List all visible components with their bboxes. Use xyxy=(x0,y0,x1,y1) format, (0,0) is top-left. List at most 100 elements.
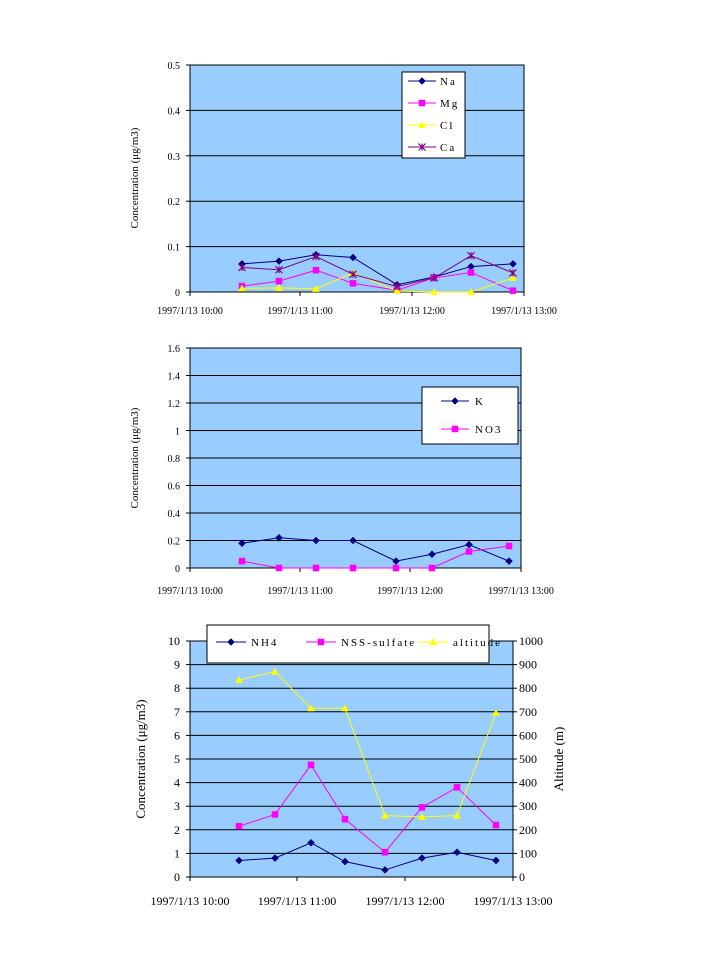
series-line xyxy=(241,272,514,293)
data-point xyxy=(509,273,517,281)
x-tick-label: 1997/1/13 12:00 xyxy=(379,306,445,317)
legend-marker xyxy=(451,397,459,405)
data-point xyxy=(271,854,279,862)
legend-label: Na xyxy=(440,76,457,88)
series-line xyxy=(241,255,514,288)
x-tick-label: 1997/1/13 13:00 xyxy=(491,306,557,317)
data-point xyxy=(465,540,473,549)
series-line xyxy=(241,545,510,569)
data-point xyxy=(238,539,246,548)
data-point xyxy=(238,284,246,292)
series-line xyxy=(241,254,514,286)
data-point xyxy=(393,282,401,291)
x-tick-label: 1997/1/13 12:00 xyxy=(365,894,444,908)
y-tick-label: 0.5 xyxy=(168,61,181,72)
y-tick-label: 1.2 xyxy=(168,399,181,410)
series-no3 xyxy=(238,542,513,572)
data-point xyxy=(428,550,436,559)
data-point xyxy=(275,564,283,572)
legend-marker xyxy=(227,638,235,646)
legend-marker xyxy=(317,638,325,646)
data-point xyxy=(418,854,426,862)
data-point xyxy=(492,708,500,717)
legend: Na Mg Cl Ca xyxy=(401,71,466,159)
x-tick-label: 1997/1/13 10:00 xyxy=(157,306,223,317)
legend-label: K xyxy=(475,396,485,408)
series-ca xyxy=(238,251,517,291)
legend-label: NSS-sulfate xyxy=(341,637,416,649)
data-point xyxy=(430,287,438,296)
y-tick-label: 0.1 xyxy=(168,243,181,254)
y-tick-label: 0.4 xyxy=(168,509,181,520)
y-axis-label: Concentration (μg/m3) xyxy=(129,127,141,228)
y2-tick-label: 1000 xyxy=(519,634,543,648)
series-line xyxy=(241,269,514,292)
y2-tick-label: 700 xyxy=(519,705,537,719)
series-line xyxy=(238,671,497,818)
legend-label: NH4 xyxy=(251,637,278,649)
data-point xyxy=(467,269,475,276)
legend-marker xyxy=(418,143,426,151)
y2-tick-label: 500 xyxy=(519,752,537,766)
legend-marker xyxy=(418,120,426,129)
y-tick-label: 10 xyxy=(168,634,180,648)
data-point xyxy=(238,557,246,565)
y-tick-label: 0.8 xyxy=(168,454,181,465)
legend-label: altitude xyxy=(453,637,502,649)
series-line xyxy=(238,764,497,853)
y-tick-label: 8 xyxy=(174,681,180,695)
data-point xyxy=(467,251,475,260)
series-cl xyxy=(238,268,517,296)
legend-marker xyxy=(429,637,437,646)
data-point xyxy=(238,263,246,272)
data-point xyxy=(235,856,243,865)
data-point xyxy=(349,253,357,262)
y-tick-label: 0.2 xyxy=(168,537,181,548)
data-point xyxy=(312,536,320,545)
data-point xyxy=(312,252,320,261)
y-tick-label: 7 xyxy=(174,705,180,719)
y-tick-label: 3 xyxy=(174,799,180,813)
series-nh4 xyxy=(235,838,500,874)
data-point xyxy=(509,269,517,277)
data-point xyxy=(349,270,357,279)
legend: NH4 NSS-sulfate altitude xyxy=(206,624,502,664)
y-axis-label: Concentration (μg/m3) xyxy=(129,407,141,508)
data-point xyxy=(275,277,283,285)
x-tick-label: 1997/1/13 10:00 xyxy=(157,586,223,597)
x-tick-label: 1997/1/13 11:00 xyxy=(267,306,332,317)
data-point xyxy=(271,667,279,675)
plot-area xyxy=(189,64,525,293)
data-point xyxy=(492,821,500,829)
y-tick-label: 0.4 xyxy=(168,106,181,117)
series-k xyxy=(238,533,513,565)
data-point xyxy=(349,280,357,287)
data-point xyxy=(381,848,389,856)
data-point xyxy=(392,557,400,565)
data-point xyxy=(275,283,283,291)
legend-label: Cl xyxy=(440,120,454,132)
y-tick-label: 4 xyxy=(174,776,180,790)
data-point xyxy=(341,704,349,712)
data-point xyxy=(349,536,357,545)
x-tick-label: 1997/1/13 13:00 xyxy=(473,894,552,908)
data-point xyxy=(418,804,426,811)
legend: K NO3 xyxy=(421,386,519,445)
data-point xyxy=(505,557,513,565)
data-point xyxy=(465,548,473,555)
y2-tick-label: 900 xyxy=(519,658,537,672)
legend-box xyxy=(401,71,466,159)
y2-tick-label: 0 xyxy=(519,870,525,884)
data-point xyxy=(307,704,315,712)
data-point xyxy=(341,815,349,823)
legend-label: Mg xyxy=(440,98,459,110)
data-point xyxy=(428,564,436,572)
series-line xyxy=(238,842,497,871)
data-point xyxy=(349,564,357,572)
data-point xyxy=(275,257,283,265)
data-point xyxy=(312,284,320,292)
data-point xyxy=(393,287,401,295)
data-point xyxy=(307,838,315,847)
y-tick-label: 1 xyxy=(174,846,180,860)
